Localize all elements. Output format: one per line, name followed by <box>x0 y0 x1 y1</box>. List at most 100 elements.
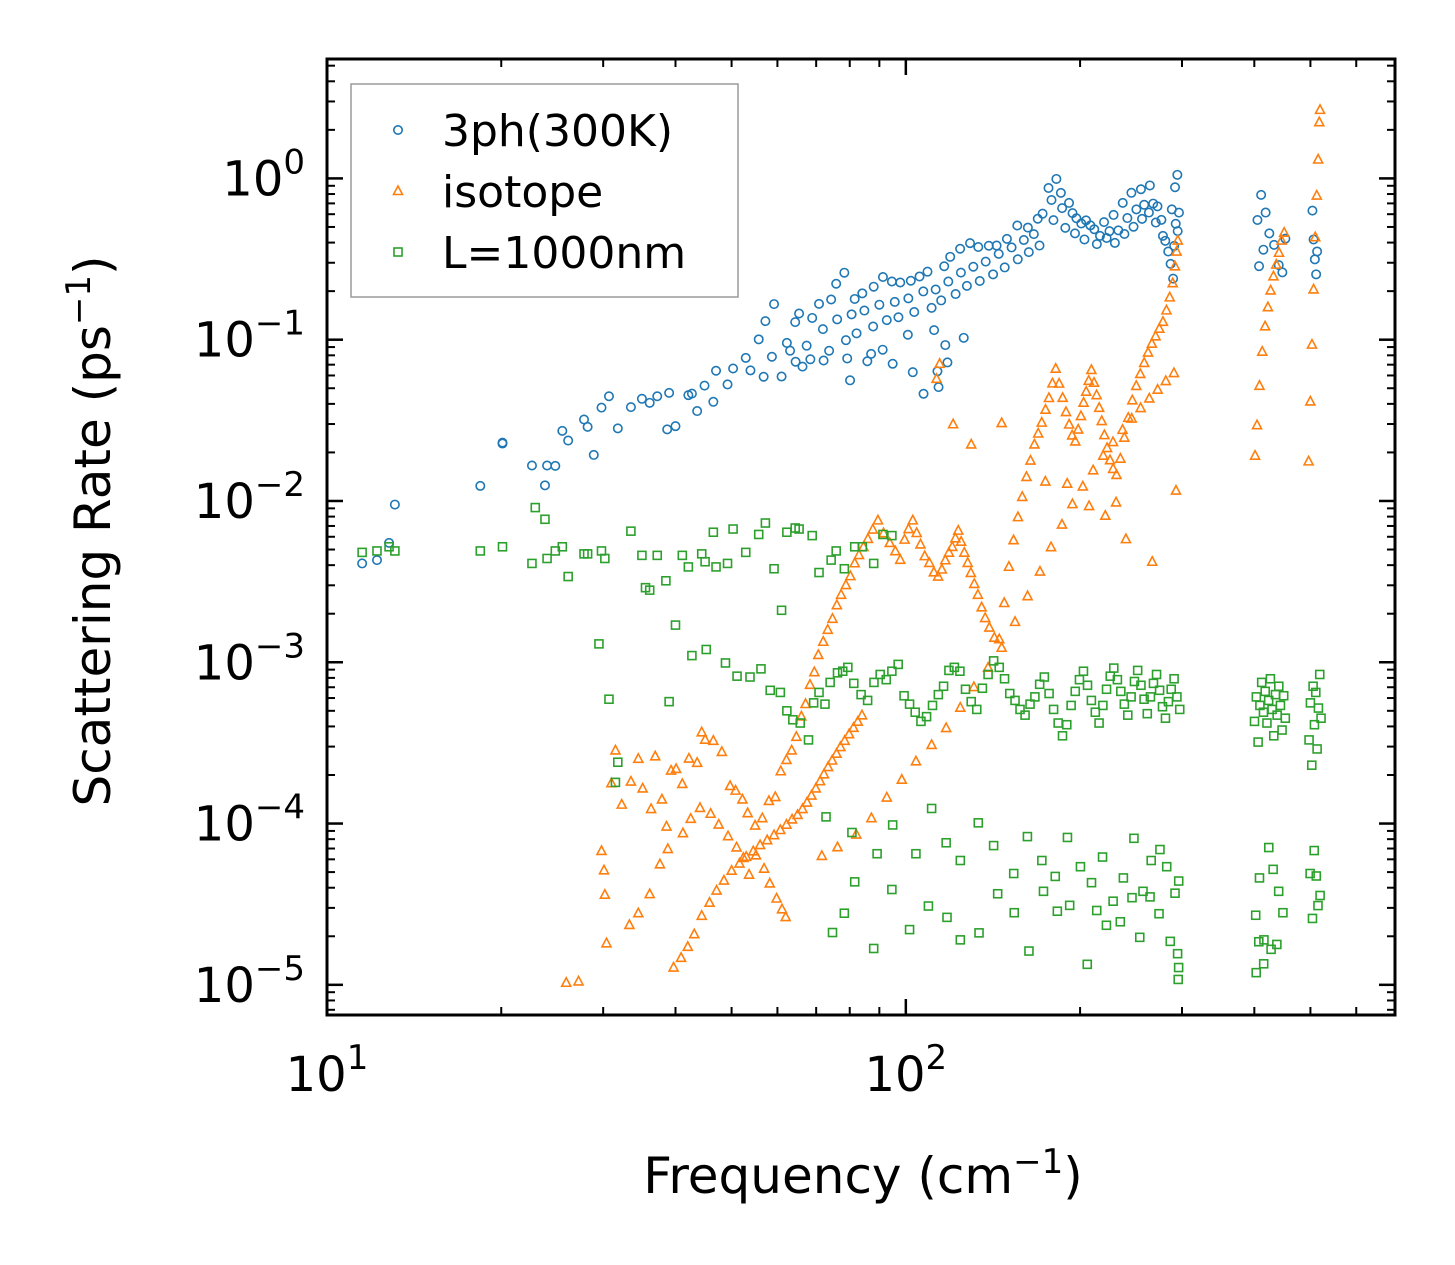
data-point-circle <box>943 276 954 287</box>
data-point-circle <box>1037 208 1048 219</box>
data-point-triangle <box>954 700 967 712</box>
data-point-triangle <box>972 588 984 600</box>
data-point-triangle <box>730 840 743 852</box>
data-point-square <box>1048 704 1059 715</box>
data-point-circle <box>988 269 999 280</box>
data-point-triangle <box>722 829 734 841</box>
data-point-triangle <box>958 545 971 557</box>
data-point-square <box>1050 871 1061 882</box>
data-point-square <box>357 547 367 558</box>
data-point-triangle <box>1039 403 1052 415</box>
data-point-circle <box>1018 235 1029 246</box>
data-point-square <box>1265 673 1276 684</box>
data-point-square <box>868 943 879 954</box>
data-point-square <box>782 527 792 538</box>
data-point-triangle <box>704 807 717 819</box>
data-point-triangle <box>968 577 981 589</box>
data-point-triangle <box>918 549 931 561</box>
data-point-square <box>893 659 903 670</box>
data-point-square <box>868 558 879 569</box>
data-point-triangle <box>1021 589 1034 601</box>
data-point-triangle <box>1087 463 1100 475</box>
data-point-triangle <box>814 774 826 786</box>
data-point-triangle <box>1126 393 1139 405</box>
data-point-square <box>1312 744 1322 754</box>
data-point-triangle <box>779 910 792 922</box>
data-point-triangle <box>877 526 890 538</box>
data-point-circle <box>974 276 985 287</box>
data-point-triangle <box>1304 394 1317 406</box>
data-point-triangle <box>883 536 896 548</box>
data-point-square <box>1258 959 1269 969</box>
data-point-triangle <box>1157 315 1169 327</box>
data-point-triangle <box>733 856 746 868</box>
data-point-triangle <box>695 909 708 921</box>
data-point-square <box>1263 695 1274 706</box>
data-point-square <box>1053 718 1063 728</box>
data-point-triangle <box>1130 379 1143 391</box>
data-point-square <box>610 777 621 788</box>
data-point-triangle <box>1063 417 1075 429</box>
data-point-square <box>904 699 915 709</box>
legend-marker-triangle <box>392 184 404 196</box>
data-point-circle <box>1173 207 1184 218</box>
data-point-triangle <box>898 532 911 544</box>
data-point-triangle <box>785 743 798 755</box>
data-point-circle <box>845 375 856 386</box>
data-point-triangle <box>817 635 830 647</box>
data-point-circle <box>1277 267 1288 278</box>
data-point-triangle <box>1259 319 1271 331</box>
data-point-square <box>1094 718 1104 728</box>
data-point-triangle <box>946 540 959 552</box>
data-point-triangle <box>795 709 808 721</box>
data-point-circle <box>612 423 623 434</box>
data-point-triangle <box>750 848 762 860</box>
data-point-square <box>1262 718 1272 728</box>
x-axis-label: Frequency (cm−1) <box>643 1142 1083 1205</box>
data-point-square <box>1119 699 1130 709</box>
data-point-square <box>831 546 841 556</box>
data-point-square <box>988 840 999 851</box>
data-point-circle <box>1109 237 1120 248</box>
data-point-triangle <box>1273 246 1285 258</box>
x-axis-label-end: ) <box>1063 1147 1083 1205</box>
y-tick-label: 10−2 <box>194 465 305 530</box>
data-point-triangle <box>952 523 965 535</box>
data-point-triangle <box>816 849 828 861</box>
data-point-triangle <box>1270 257 1283 269</box>
data-point-square <box>1259 935 1269 945</box>
data-point-square <box>720 658 731 668</box>
data-point-square <box>775 687 786 698</box>
data-point-triangle <box>1134 367 1147 379</box>
data-point-triangle <box>1049 361 1062 373</box>
data-point-square <box>782 706 792 716</box>
data-point-circle <box>790 356 801 367</box>
data-point-circle <box>644 397 655 408</box>
data-point-triangle <box>716 745 728 757</box>
data-point-circle <box>1108 209 1119 220</box>
data-point-circle <box>1046 195 1057 206</box>
data-point-triangle <box>1313 115 1326 127</box>
legend-box <box>350 83 739 298</box>
data-point-triangle <box>1138 356 1151 368</box>
data-point-triangle <box>1110 468 1123 480</box>
data-point-square <box>933 689 944 700</box>
data-point-circle <box>1034 240 1045 251</box>
data-point-triangle <box>774 764 787 776</box>
data-point-triangle <box>670 762 682 774</box>
data-point-square <box>390 546 400 556</box>
data-point-circle <box>1023 247 1034 258</box>
data-point-triangle <box>923 556 936 568</box>
data-point-square <box>1091 905 1102 916</box>
data-point-triangle <box>676 777 689 789</box>
data-point-square <box>372 546 382 556</box>
data-point-triangle <box>1314 103 1326 115</box>
data-point-triangle <box>949 531 962 543</box>
data-point-circle <box>1060 222 1071 233</box>
data-point-circle <box>955 267 966 278</box>
data-point-circle <box>1051 173 1062 184</box>
data-point-triangle <box>796 802 809 814</box>
data-point-square <box>677 550 688 561</box>
data-point-circle <box>596 402 607 413</box>
data-point-square <box>808 698 819 708</box>
